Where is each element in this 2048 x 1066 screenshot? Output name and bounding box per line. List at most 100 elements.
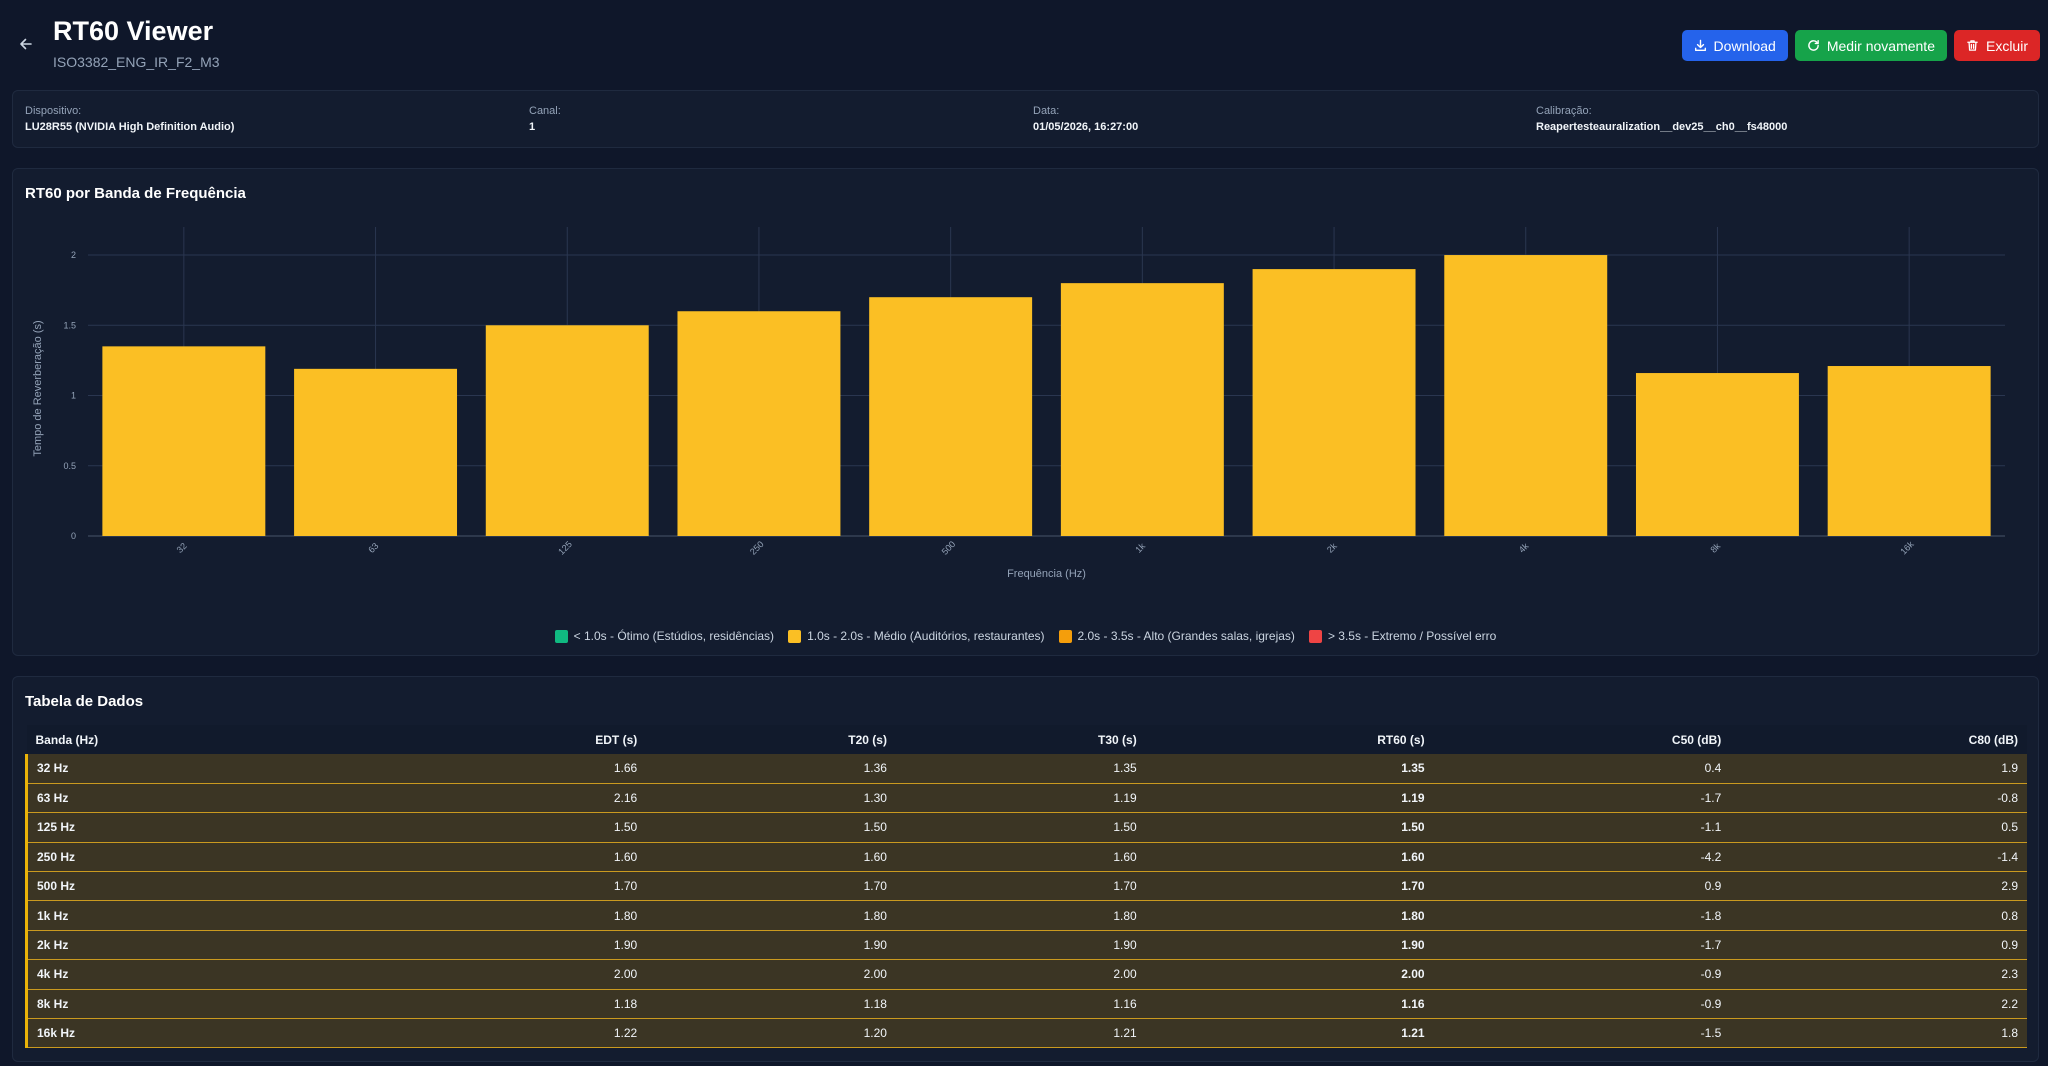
table-cell: 1.18: [381, 989, 647, 1020]
table-row: 8k Hz 1.18 1.18 1.16 1.16 -0.9 2.2: [24, 989, 2027, 1020]
y-axis-title: Tempo de Reverberação (s): [32, 320, 44, 456]
table-cell: 2.9: [1730, 871, 2027, 902]
table-cell: 32 Hz: [24, 754, 382, 784]
back-arrow-icon[interactable]: [14, 32, 38, 56]
table-cell: -0.9: [1433, 959, 1731, 990]
bar-32: [102, 346, 266, 536]
table-cell: 16k Hz: [24, 1018, 382, 1049]
x-tick-label: 32: [175, 541, 189, 555]
table-header-cell: RT60 (s): [1145, 725, 1434, 754]
date-label: Data:: [1033, 105, 1060, 117]
table-cell: -4.2: [1433, 842, 1731, 873]
download-button[interactable]: Download: [1681, 30, 1788, 61]
table-cell: 0.8: [1730, 900, 2027, 931]
table-cell: 1.60: [646, 842, 896, 873]
table-cell: -1.8: [1433, 900, 1731, 931]
delete-button[interactable]: Excluir: [1953, 30, 2040, 61]
table-cell: 1.50: [381, 812, 647, 843]
table-cell: -0.9: [1433, 989, 1731, 1020]
table-cell: 2.00: [646, 959, 896, 990]
table-body: 32 Hz 1.66 1.36 1.35 1.35 0.4 1.9 63 Hz 2.16 1.30…: [24, 754, 2027, 1049]
measure-again-label: Medir novamente: [1826, 37, 1935, 54]
table-cell: 1.60: [381, 842, 647, 873]
table-cell: 2.00: [1145, 959, 1434, 990]
legend-swatch: [554, 629, 568, 643]
bar-500: [869, 297, 1033, 536]
bar-16k: [1827, 366, 1991, 536]
table-cell: 1.80: [381, 900, 647, 931]
legend-item: > 3.5s - Extremo / Possível erro: [1308, 629, 1496, 643]
table-cell: 1.70: [381, 871, 647, 902]
table-cell: -1.1: [1433, 812, 1731, 843]
bar-8k: [1635, 373, 1799, 536]
table-cell: 1.20: [646, 1018, 896, 1049]
table-header-cell: C50 (dB): [1433, 725, 1731, 754]
legend-item: 2.0s - 3.5s - Alto (Grandes salas, igrej…: [1058, 629, 1295, 643]
table-cell: 250 Hz: [24, 842, 382, 873]
table-cell: 1k Hz: [24, 900, 382, 931]
download-icon: [1694, 39, 1706, 52]
table-row: 16k Hz 1.22 1.20 1.21 1.21 -1.5 1.8: [24, 1018, 2027, 1049]
table-header-cell: T30 (s): [895, 725, 1146, 754]
bar-4k: [1444, 255, 1608, 537]
rt60-chart-card: RT60 por Banda de Frequência 0 0.5 1 1.5 2 32…: [12, 168, 2039, 656]
table-cell: 2k Hz: [24, 930, 382, 961]
table-row: 4k Hz 2.00 2.00 2.00 2.00 -0.9 2.3: [24, 959, 2027, 990]
chart-legend: < 1.0s - Ótimo (Estúdios, residências) 1.…: [13, 629, 2038, 643]
x-tick-label: 125: [556, 539, 574, 557]
legend-label: 2.0s - 3.5s - Alto (Grandes salas, igrej…: [1077, 629, 1295, 643]
table-row: 1k Hz 1.80 1.80 1.80 1.80 -1.8 0.8: [24, 900, 2027, 931]
table-cell: 1.50: [895, 812, 1146, 843]
table-header-cell: EDT (s): [381, 725, 647, 754]
date-value: 01/05/2026, 16:27:00: [1033, 121, 1139, 133]
bar-63: [294, 368, 458, 536]
table-cell: 2.00: [381, 959, 647, 990]
table-cell: 1.21: [1145, 1018, 1434, 1049]
bar-2k: [1252, 269, 1416, 536]
table-cell: 1.19: [895, 783, 1146, 814]
y-tick-label: 0: [71, 531, 76, 541]
table-header-cell: T20 (s): [646, 725, 896, 754]
table-cell: 1.66: [381, 754, 647, 784]
legend-swatch: [1308, 629, 1322, 643]
table-cell: 1.70: [1145, 871, 1434, 902]
table-cell: 1.22: [381, 1018, 647, 1049]
measure-again-button[interactable]: Medir novamente: [1794, 30, 1947, 61]
y-tick-label: 1: [71, 391, 76, 401]
calibration-label: Calibração:: [1536, 105, 1592, 117]
table-cell: -1.7: [1433, 930, 1731, 961]
legend-item: 1.0s - 2.0s - Médio (Auditórios, restaur…: [788, 629, 1045, 643]
table-cell: 1.90: [895, 930, 1146, 961]
table-cell: 1.80: [895, 900, 1146, 931]
header: RT60 Viewer ISO3382_ENG_IR_F2_M3 Downloa…: [0, 0, 2048, 86]
x-tick-label: 250: [748, 539, 766, 557]
table-cell: 125 Hz: [24, 812, 382, 843]
channel-label: Canal:: [529, 105, 561, 117]
table-title: Tabela de Dados: [25, 693, 144, 710]
table-cell: 1.90: [1145, 930, 1434, 961]
table-cell: 1.90: [381, 930, 647, 961]
measurement-info-card: Dispositivo: LU28R55 (NVIDIA High Defini…: [12, 90, 2039, 148]
table-cell: 500 Hz: [24, 871, 382, 902]
table-cell: -1.7: [1433, 783, 1731, 814]
page-title: RT60 Viewer: [53, 16, 214, 46]
x-tick-label: 16k: [1898, 539, 1916, 557]
table-cell: 2.16: [381, 783, 647, 814]
table-cell: 1.35: [895, 754, 1146, 784]
legend-label: < 1.0s - Ótimo (Estúdios, residências): [573, 629, 775, 643]
bar-125: [485, 325, 649, 536]
table-cell: 1.50: [646, 812, 896, 843]
table-cell: 1.18: [646, 989, 896, 1020]
table-row: 250 Hz 1.60 1.60 1.60 1.60 -4.2 -1.4: [24, 842, 2027, 873]
info-calibration: Calibração: Reapertesteauralization__dev…: [1536, 105, 1787, 133]
table-cell: 1.8: [1730, 1018, 2027, 1049]
table-cell: 1.80: [1145, 900, 1434, 931]
table-cell: 1.30: [646, 783, 896, 814]
table-header-row: Banda (Hz) EDT (s) T20 (s) T30 (s) RT60 (s) C…: [26, 725, 2027, 754]
y-tick-label: 1.5: [63, 320, 76, 330]
table-cell: 1.21: [895, 1018, 1146, 1049]
x-tick-label: 1k: [1133, 541, 1147, 555]
table-row: 32 Hz 1.66 1.36 1.35 1.35 0.4 1.9: [24, 754, 2027, 784]
table-cell: 2.3: [1730, 959, 2027, 990]
calibration-value: Reapertesteauralization__dev25__ch0__fs4…: [1536, 121, 1788, 133]
